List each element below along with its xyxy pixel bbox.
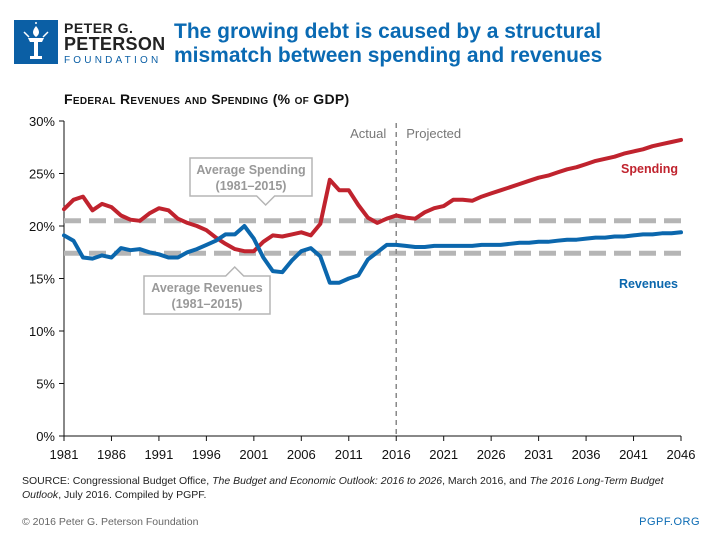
divider-label-projected: Projected: [406, 126, 461, 141]
revenues-series-label: Revenues: [619, 277, 678, 291]
site-link[interactable]: PGPF.ORG: [639, 516, 700, 528]
x-tick-label: 1996: [192, 447, 221, 462]
chart-title: Federal Revenues and Spending (% of GDP): [64, 91, 350, 107]
x-tick-label: 2021: [429, 447, 458, 462]
average-spending-callout: [189, 157, 313, 207]
logo[interactable]: PETER G. PETERSON FOUNDATION: [14, 20, 165, 68]
headline: The growing debt is caused by a structur…: [174, 20, 603, 67]
logo-line-1: PETER G.: [64, 20, 134, 36]
x-tick-label: 2036: [572, 447, 601, 462]
source-suffix: , July 2016. Compiled by PGPF.: [58, 489, 207, 501]
x-tick-label: 2046: [667, 447, 696, 462]
average-revenues-label: Average Revenues: [151, 281, 262, 295]
divider-label-actual: Actual: [350, 126, 386, 141]
average-spending-period: (1981–2015): [216, 179, 287, 193]
source-report-2: The 2016 Long-Term Budget Outlook: [22, 475, 664, 501]
copyright: © 2016 Peter G. Peterson Foundation: [22, 516, 199, 528]
average-revenues-period: (1981–2015): [172, 297, 243, 311]
x-tick-label: 1986: [97, 447, 126, 462]
source-note: SOURCE: Congressional Budget Office, The…: [22, 474, 702, 502]
y-tick-label: 20%: [29, 219, 55, 234]
source-prefix: SOURCE: Congressional Budget Office,: [22, 475, 213, 487]
torch-icon: [14, 20, 58, 64]
chart: 0% 5% 10% 15% 20% 25% 30% 1981 1986 1991 1996 2001 2…: [29, 114, 696, 462]
logo-line-3: FOUNDATION: [64, 55, 162, 66]
y-tick-label: 25%: [29, 167, 55, 182]
x-tick-label: 2016: [382, 447, 411, 462]
x-tick-label: 2011: [335, 447, 363, 462]
y-tick-label: 5%: [36, 377, 55, 392]
x-tick-label: 2001: [239, 447, 268, 462]
average-spending-label: Average Spending: [196, 163, 305, 177]
x-tick-label: 2041: [619, 447, 648, 462]
x-tick-label: 2006: [287, 447, 316, 462]
y-tick-label: 15%: [29, 272, 55, 287]
y-tick-label: 10%: [29, 324, 55, 339]
series-line-spending: [62, 137, 683, 254]
x-tick-label: 1981: [50, 447, 79, 462]
source-report-1: The Budget and Economic Outlook: 2016 to…: [212, 475, 443, 487]
average-revenues-callout: [143, 265, 271, 315]
header: PETER G. PETERSON FOUNDATION The growing…: [0, 0, 720, 80]
series-line-revenues: [62, 224, 683, 285]
spending-series-label: Spending: [621, 162, 678, 176]
source-mid: , March 2016, and: [442, 475, 530, 487]
y-tick-label: 30%: [29, 114, 55, 129]
y-tick-label: 0%: [36, 429, 55, 444]
logo-line-2: PETERSON: [64, 34, 166, 54]
x-tick-label: 2031: [524, 447, 553, 462]
x-tick-label: 1991: [144, 447, 173, 462]
x-tick-label: 2026: [477, 447, 506, 462]
